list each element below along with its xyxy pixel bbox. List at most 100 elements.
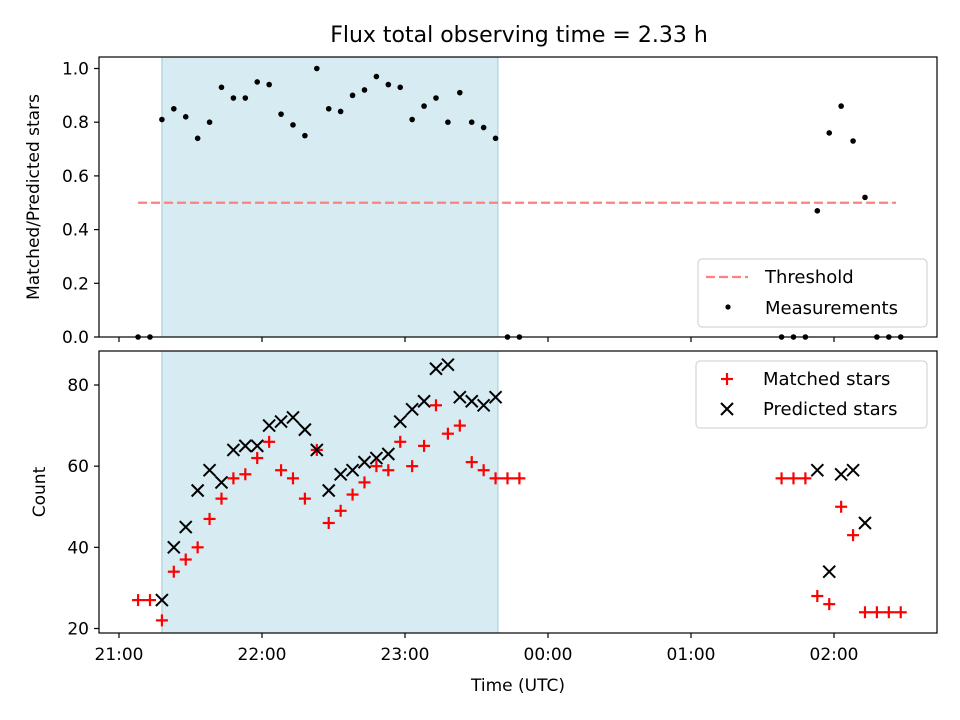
matched-star-point <box>346 488 359 501</box>
predicted-star-point <box>202 463 217 477</box>
matched-star-point <box>441 427 454 440</box>
measurement-point <box>492 135 499 142</box>
figure-title: Flux total observing time = 2.33 h <box>330 23 708 48</box>
measurement-point <box>254 79 261 85</box>
ratio-panel: 0.0 0.2 0.4 0.6 0.8 1.0 Matched/Predicted sta… <box>24 56 938 348</box>
predicted-star-point <box>488 390 503 404</box>
predicted-star-point <box>322 483 336 498</box>
measurement-point <box>182 114 189 120</box>
predicted-star-point <box>155 593 169 607</box>
predicted-star-point <box>298 422 312 437</box>
measurement-point <box>373 73 380 80</box>
matched-star-point <box>143 594 156 607</box>
matched-star-point <box>453 419 466 432</box>
x-tick-label: 22:00 <box>238 645 287 665</box>
count-legend: Matched stars Predicted stars <box>695 360 928 429</box>
measurement-point <box>838 103 844 109</box>
predicted-star-point <box>822 564 836 579</box>
matched-star-point <box>155 614 168 627</box>
y-tick-label: 20 <box>67 620 89 640</box>
predicted-star-point <box>405 402 419 417</box>
measurement-point <box>194 135 201 142</box>
matched-star-point <box>418 439 431 452</box>
matched-star-point <box>811 590 824 603</box>
matched-star-point <box>489 472 502 485</box>
predicted-star-point <box>214 475 229 490</box>
x-tick-label: 01:00 <box>667 645 716 665</box>
matched-star-point <box>465 456 478 469</box>
predicted-star-point <box>476 398 491 412</box>
matched-star-point <box>239 468 252 481</box>
measurement-point <box>397 84 404 91</box>
predicted-star-point <box>238 439 253 453</box>
legend-matched-label: Matched stars <box>763 369 890 390</box>
y-tick-label: 0.4 <box>62 221 89 241</box>
predicted-star-point <box>858 516 872 530</box>
predicted-star-point <box>369 451 384 465</box>
measurement-point <box>218 84 225 91</box>
measurement-point <box>457 89 463 96</box>
matched-star-point <box>132 594 145 607</box>
matched-star-point <box>501 472 514 485</box>
matched-star-point <box>322 516 335 529</box>
predicted-star-point <box>345 463 360 477</box>
matched-star-point <box>394 435 407 448</box>
count-y-axis-label: Count <box>30 466 50 517</box>
matched-star-point <box>882 606 895 619</box>
y-tick-label: 0.2 <box>62 274 89 294</box>
matched-star-point <box>179 553 192 566</box>
y-tick-label: 0.8 <box>62 113 89 133</box>
measurement-point <box>242 95 249 101</box>
predicted-star-point <box>381 447 396 461</box>
matched-star-point <box>215 492 228 505</box>
measurement-point <box>206 119 213 125</box>
matched-star-point <box>894 606 907 619</box>
matched-star-point <box>251 452 264 465</box>
measurement-point <box>266 81 272 88</box>
matched-star-point <box>775 472 788 485</box>
measurement-point <box>290 122 296 128</box>
legend-predicted-swatch <box>720 402 734 416</box>
legend-measurements-label: Measurements <box>765 298 898 319</box>
matched-star-point <box>799 472 812 485</box>
predicted-star-point <box>393 414 407 429</box>
y-tick-label: 0.0 <box>62 328 89 348</box>
predicted-star-point <box>190 483 205 498</box>
matched-star-point <box>513 472 526 485</box>
measurement-point <box>171 105 177 112</box>
y-tick-label: 40 <box>67 538 89 558</box>
matched-star-point <box>370 460 383 473</box>
predicted-star-point <box>226 443 241 457</box>
observing-interval-shade <box>161 56 499 338</box>
predicted-star-point <box>250 439 264 453</box>
matched-star-point <box>382 464 395 477</box>
measurement-point <box>826 130 833 136</box>
matched-star-point <box>358 476 371 489</box>
measurement-point <box>314 65 320 72</box>
ratio-panel-frame <box>98 56 938 338</box>
matched-star-point <box>858 606 871 619</box>
predicted-star-point <box>834 467 848 481</box>
predicted-star-point <box>286 410 300 425</box>
measurement-point <box>385 81 392 88</box>
matched-star-point <box>298 492 311 505</box>
count-panel-frame <box>98 350 938 634</box>
matched-star-point <box>787 472 800 485</box>
legend-measurements-swatch <box>725 304 731 310</box>
predicted-star-point <box>417 394 431 408</box>
predicted-star-point <box>846 463 860 477</box>
measurement-point <box>409 116 415 123</box>
measurement-point <box>445 119 451 125</box>
predicted-star-point <box>465 394 479 408</box>
matched-star-point <box>275 464 288 477</box>
measurement-point <box>302 132 308 139</box>
measurement-point <box>159 116 165 123</box>
matched-star-point <box>477 464 490 477</box>
legend-matched-swatch <box>721 373 733 385</box>
predicted-star-point <box>441 358 455 372</box>
matched-star-point <box>334 504 347 517</box>
x-tick-label: 23:00 <box>381 645 430 665</box>
measurement-point <box>433 95 439 101</box>
